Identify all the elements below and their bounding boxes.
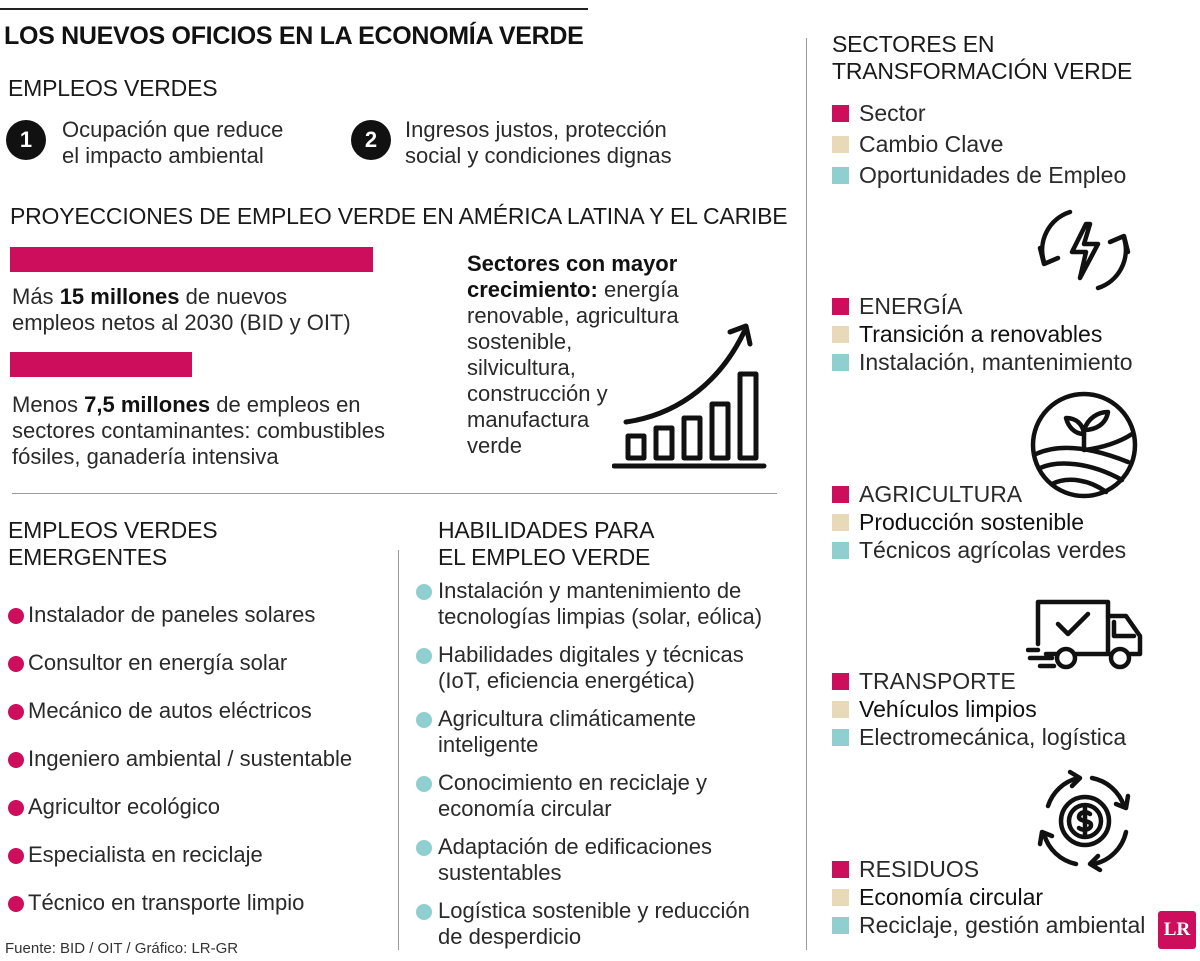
agricultura-sector: AGRICULTURA bbox=[832, 480, 1022, 508]
def-2-line-1: Ingresos justos, protección bbox=[405, 117, 667, 142]
energia-cambio: Transición a renovables bbox=[832, 320, 1102, 348]
list-item: Instalación y mantenimiento de tecnología… bbox=[416, 578, 762, 642]
vertical-divider-right bbox=[806, 38, 807, 950]
sprout-field-icon bbox=[1028, 390, 1140, 500]
list-item: Instalador de paneles solares bbox=[8, 602, 352, 650]
lr-logo: LR bbox=[1158, 911, 1196, 949]
list-item: Agricultor ecológico bbox=[8, 794, 352, 842]
list-item: Conocimiento en reciclaje y economía circ… bbox=[416, 770, 762, 834]
page-title: LOS NUEVOS OFICIOS EN LA ECONOMÍA VERDE bbox=[4, 22, 584, 50]
def-1-line-1: Ocupación que reduce bbox=[62, 117, 284, 142]
list-item: Habilidades digitales y técnicas (IoT, ef… bbox=[416, 642, 762, 706]
title-top-rule bbox=[0, 8, 588, 10]
delivery-truck-icon bbox=[1026, 598, 1146, 672]
list-item: Agricultura climáticamente inteligente bbox=[416, 706, 762, 770]
list-item: Mecánico de autos eléctricos bbox=[8, 698, 352, 746]
list-item: Técnico en transporte limpio bbox=[8, 890, 352, 938]
def-1-line-2: el impacto ambiental bbox=[62, 143, 264, 168]
list-item: Adaptación de edificaciones sustentables bbox=[416, 834, 762, 898]
def-2-line-2: social y condiciones dignas bbox=[405, 143, 672, 168]
habilidades-list: Instalación y mantenimiento de tecnología… bbox=[416, 578, 762, 961]
bar-7-5-millones bbox=[10, 352, 192, 377]
list-item: Logística sostenible y reducción de despe… bbox=[416, 898, 762, 961]
residuos-sector: RESIDUOS bbox=[832, 855, 979, 883]
residuos-oportunidades: Reciclaje, gestión ambiental bbox=[832, 911, 1145, 939]
list-item: Ingeniero ambiental / sustentable bbox=[8, 746, 352, 794]
list-item: Especialista en reciclaje bbox=[8, 842, 352, 890]
agricultura-cambio: Producción sostenible bbox=[832, 508, 1084, 536]
agricultura-oportunidades: Técnicos agrícolas verdes bbox=[832, 536, 1126, 564]
proyeccion-7-5-text: Menos 7,5 millones de empleos en sectore… bbox=[12, 392, 385, 469]
emergentes-list: Instalador de paneles solares Consultor … bbox=[8, 602, 352, 938]
energia-oportunidades: Instalación, mantenimiento bbox=[832, 348, 1133, 376]
transporte-sector: TRANSPORTE bbox=[832, 667, 1016, 695]
sectores-heading: SECTORES EN TRANSFORMACIÓN VERDE bbox=[832, 31, 1133, 84]
legend-cambio-clave: Cambio Clave bbox=[832, 130, 1003, 158]
residuos-cambio: Economía circular bbox=[832, 883, 1043, 911]
sectores-crecimiento-text: Sectores con mayor crecimiento: energía … bbox=[467, 251, 679, 458]
legend-oportunidades: Oportunidades de Empleo bbox=[832, 161, 1126, 189]
source-footer: Fuente: BID / OIT / Gráfico: LR-GR bbox=[5, 940, 239, 957]
empleos-verdes-heading: EMPLEOS VERDES bbox=[8, 75, 218, 101]
proyecciones-heading: PROYECCIONES DE EMPLEO VERDE EN AMÉRICA … bbox=[10, 203, 788, 229]
number-one-badge: 1 bbox=[6, 120, 46, 160]
list-item: Consultor en energía solar bbox=[8, 650, 352, 698]
energia-sector: ENERGÍA bbox=[832, 292, 963, 320]
horizontal-divider bbox=[12, 493, 777, 494]
money-recycle-icon bbox=[1028, 766, 1142, 876]
transporte-oportunidades: Electromecánica, logística bbox=[832, 723, 1126, 751]
number-two-badge: 2 bbox=[351, 120, 391, 160]
empleo-verde-def-1: Ocupación que reduce el impacto ambienta… bbox=[62, 117, 283, 169]
legend-sector: Sector bbox=[832, 99, 925, 127]
vertical-divider-middle bbox=[398, 550, 399, 950]
transporte-cambio: Vehículos limpios bbox=[832, 695, 1037, 723]
growth-chart-icon bbox=[612, 318, 772, 470]
empleo-verde-def-2: Ingresos justos, protección social y con… bbox=[405, 117, 672, 169]
proyeccion-15-text: Más 15 millones de nuevos empleos netos … bbox=[12, 284, 351, 335]
bar-15-millones bbox=[10, 247, 373, 272]
habilidades-heading: HABILIDADES PARA EL EMPLEO VERDE bbox=[438, 517, 655, 570]
emergentes-heading: EMPLEOS VERDES EMERGENTES bbox=[8, 517, 218, 570]
energy-cycle-icon bbox=[1026, 200, 1142, 300]
